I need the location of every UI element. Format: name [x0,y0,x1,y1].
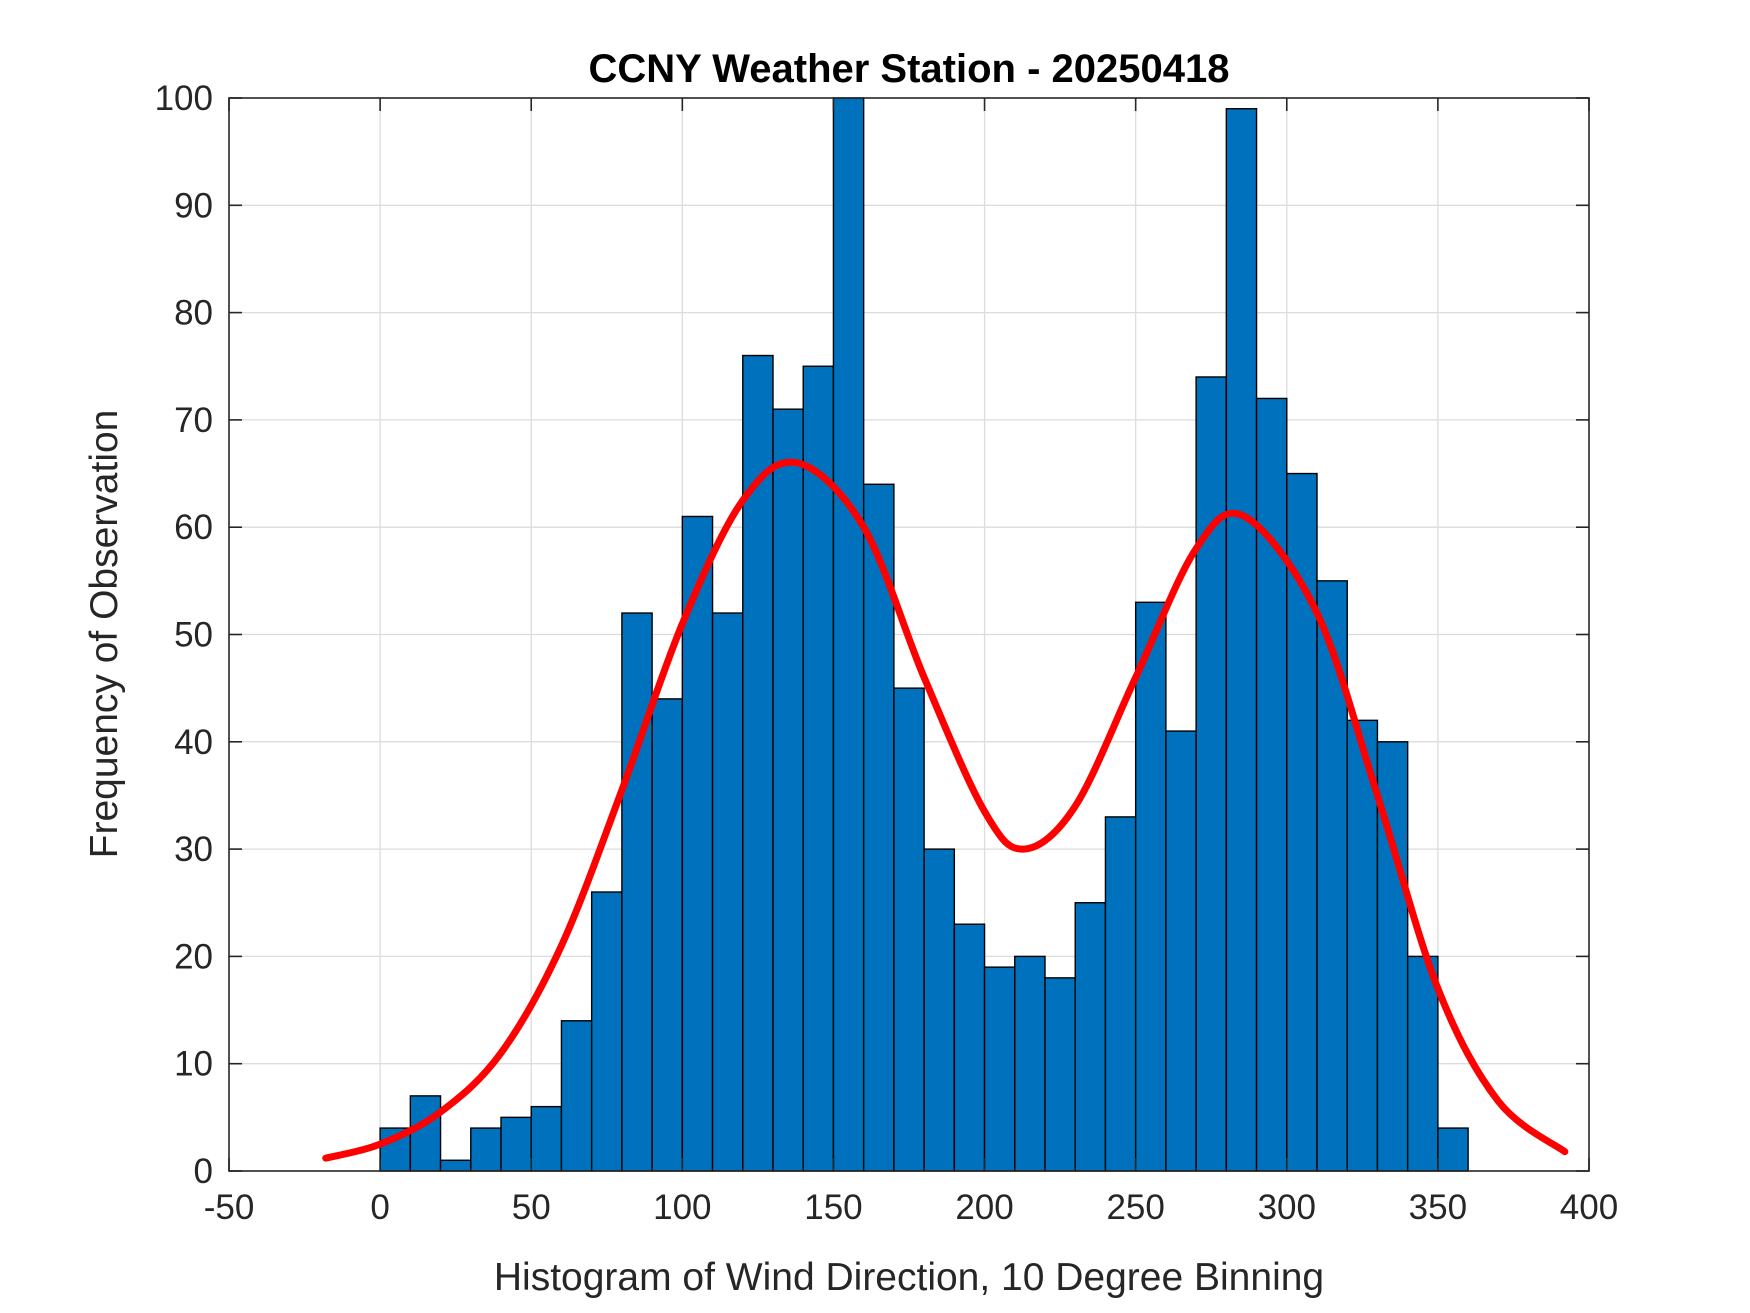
histogram-bar [1134,601,1167,1172]
histogram-bar [560,1020,593,1172]
x-tick-label: 0 [370,1188,389,1227]
histogram-bar [893,687,925,1172]
histogram-bar [409,1095,442,1172]
histogram-bar [802,365,835,1172]
fit-curve [322,458,1569,1162]
y-tick-labels: 0 10 20 30 40 50 60 70 80 90 100 [155,79,213,1191]
histogram-bar [1165,730,1197,1172]
histogram-bar [500,1116,532,1172]
axis-ticks [228,97,1590,1172]
histogram-bar [1014,955,1046,1172]
x-tick-label: 50 [512,1188,551,1227]
x-tick-label: 250 [1106,1188,1164,1227]
histogram-bar [953,923,986,1172]
y-axis-label: Frequency of Observation [83,410,126,859]
histogram-bar [1406,955,1439,1172]
histogram-bar [1225,108,1258,1172]
histogram-bar [711,612,744,1172]
histogram-bar [651,698,684,1172]
histogram-bar [1044,977,1076,1172]
x-tick-label: 350 [1409,1188,1467,1227]
x-tick-label: 200 [955,1188,1013,1227]
y-tick-label: 60 [174,508,213,547]
x-tick-label: 150 [804,1188,862,1227]
x-tick-label: 400 [1560,1188,1618,1227]
y-tick-label: 100 [155,79,213,118]
histogram-bar [1316,580,1348,1172]
histogram-bar [1255,397,1288,1172]
x-axis-label: Histogram of Wind Direction, 10 Degree B… [494,1256,1324,1299]
y-tick-label: 80 [174,294,213,333]
histogram-bar [681,515,714,1172]
histogram-bar [530,1105,563,1172]
x-tick-label: 300 [1258,1188,1316,1227]
y-tick-label: 90 [174,186,213,225]
y-tick-label: 70 [174,401,213,440]
histogram-bar [439,1159,472,1172]
histogram-bars [379,97,1469,1172]
histogram-bar [1437,1127,1469,1172]
histogram-bar [590,891,623,1172]
y-tick-label: 40 [174,723,213,762]
x-tick-label: 100 [653,1188,711,1227]
y-tick-label: 50 [174,616,213,655]
y-tick-label: 20 [174,937,213,976]
y-tick-label: 10 [174,1045,213,1084]
histogram-bar [1104,816,1137,1172]
histogram-bar [772,408,804,1172]
x-tick-label: -50 [204,1188,255,1227]
histogram-bar [923,848,956,1172]
histogram-bar [470,1127,502,1172]
chart-title: CCNY Weather Station - 20250418 [589,47,1230,91]
histogram-bar [621,612,653,1172]
histogram-bar [983,966,1016,1172]
histogram-bar [1074,902,1107,1172]
y-tick-label: 30 [174,830,213,869]
y-tick-label: 0 [194,1152,213,1191]
x-tick-labels: -50 0 50 100 150 200 250 300 350 400 [204,1188,1619,1227]
histogram-bar [1195,376,1228,1172]
histogram-bar [862,483,895,1172]
histogram-bar [832,97,865,1172]
